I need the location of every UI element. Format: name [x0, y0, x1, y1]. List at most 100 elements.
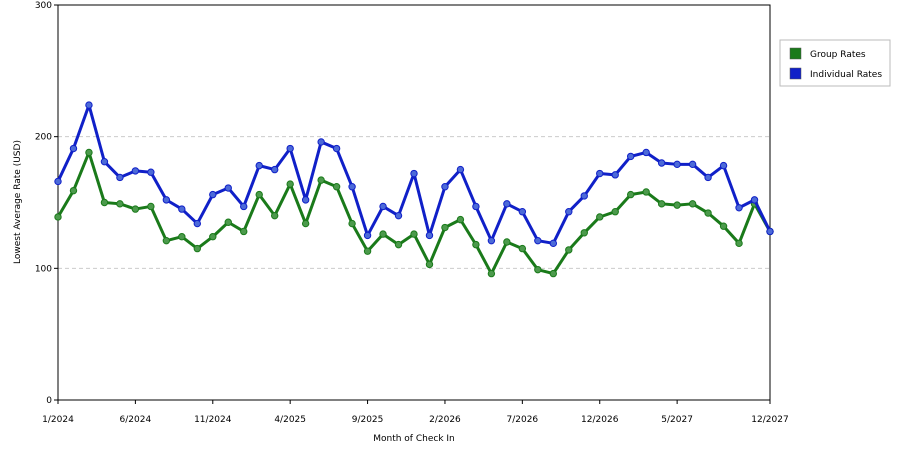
- data-point: [116, 200, 124, 208]
- data-point: [441, 223, 449, 232]
- data-point: [626, 152, 635, 161]
- data-point: [534, 265, 542, 274]
- data-point: [54, 177, 62, 186]
- data-point: [611, 171, 619, 179]
- y-axis-label: Lowest Average Rate (USD): [13, 140, 23, 264]
- data-point: [518, 208, 527, 216]
- data-point: [100, 198, 109, 207]
- data-point: [270, 165, 279, 174]
- data-point: [131, 205, 140, 213]
- y-tick-label: 300: [35, 1, 52, 11]
- data-point: [735, 239, 743, 248]
- data-point: [379, 202, 387, 211]
- data-point: [456, 165, 465, 174]
- data-point: [472, 202, 480, 211]
- data-point: [54, 213, 62, 221]
- data-point: [348, 219, 356, 228]
- data-point: [301, 219, 310, 228]
- data-point: [240, 202, 248, 211]
- data-point: [317, 176, 325, 184]
- data-point: [750, 196, 759, 204]
- x-tick-label: 7/2026: [507, 415, 539, 425]
- data-point: [255, 190, 263, 199]
- data-point: [363, 247, 372, 255]
- data-point: [626, 190, 635, 199]
- data-point: [425, 260, 434, 269]
- data-point: [255, 161, 263, 170]
- data-point: [147, 168, 155, 176]
- x-tick-label: 1/2024: [42, 415, 74, 425]
- x-tick-label: 12/2026: [581, 415, 619, 425]
- data-point: [534, 236, 542, 245]
- data-point: [410, 169, 418, 178]
- x-tick-label: 2/2026: [429, 415, 461, 425]
- data-point: [224, 184, 232, 192]
- x-tick-label: 12/2027: [751, 415, 788, 425]
- legend-label: Group Rates: [810, 50, 866, 60]
- data-point: [657, 159, 666, 167]
- data-point: [69, 144, 78, 153]
- data-point: [286, 180, 294, 188]
- x-tick-label: 5/2027: [661, 415, 693, 425]
- data-point: [240, 227, 248, 236]
- x-tick-label: 9/2025: [352, 415, 384, 425]
- legend-swatch: [789, 47, 802, 60]
- data-point: [224, 218, 232, 226]
- data-point: [193, 244, 202, 253]
- legend-swatch: [789, 67, 802, 80]
- plot-frame: [57, 4, 771, 401]
- data-point: [379, 230, 387, 238]
- data-point: [85, 101, 93, 109]
- data-point: [162, 236, 171, 245]
- x-tick-label: 6/2024: [120, 415, 152, 425]
- data-point: [178, 205, 186, 213]
- data-point: [688, 160, 697, 169]
- data-point: [410, 230, 418, 238]
- data-point: [441, 183, 449, 191]
- data-point: [317, 138, 325, 146]
- data-point: [611, 208, 619, 216]
- data-point: [719, 161, 728, 170]
- y-tick-label: 100: [35, 264, 52, 274]
- data-point: [704, 209, 712, 217]
- data-point: [565, 208, 573, 216]
- y-tick-label: 200: [35, 133, 52, 143]
- data-point: [131, 167, 140, 175]
- data-point: [286, 144, 294, 153]
- data-point: [735, 204, 743, 212]
- data-point: [425, 231, 434, 240]
- data-point: [642, 188, 650, 196]
- data-point: [549, 269, 558, 278]
- data-point: [394, 240, 403, 249]
- data-point: [487, 269, 496, 278]
- data-point: [766, 227, 774, 236]
- data-point: [503, 238, 511, 246]
- x-axis-label: Month of Check In: [373, 434, 455, 444]
- data-point: [348, 183, 356, 191]
- data-point: [642, 148, 650, 157]
- data-point: [332, 183, 341, 191]
- data-point: [719, 222, 728, 230]
- data-point: [657, 200, 666, 208]
- data-point: [549, 239, 558, 248]
- data-point: [69, 186, 78, 195]
- data-point: [162, 196, 171, 204]
- data-point: [580, 192, 588, 200]
- data-point: [116, 173, 124, 182]
- data-point: [178, 233, 186, 241]
- data-point: [596, 213, 604, 221]
- data-point: [518, 244, 527, 253]
- data-point: [503, 200, 511, 208]
- data-point: [209, 190, 217, 199]
- data-point: [472, 240, 480, 249]
- data-point: [673, 201, 681, 209]
- data-point: [363, 231, 372, 240]
- data-point: [147, 202, 155, 211]
- data-point: [332, 144, 341, 153]
- data-point: [209, 233, 217, 241]
- data-point: [688, 200, 697, 208]
- data-point: [100, 157, 109, 166]
- data-point: [580, 229, 588, 237]
- x-tick-label: 11/2024: [194, 415, 232, 425]
